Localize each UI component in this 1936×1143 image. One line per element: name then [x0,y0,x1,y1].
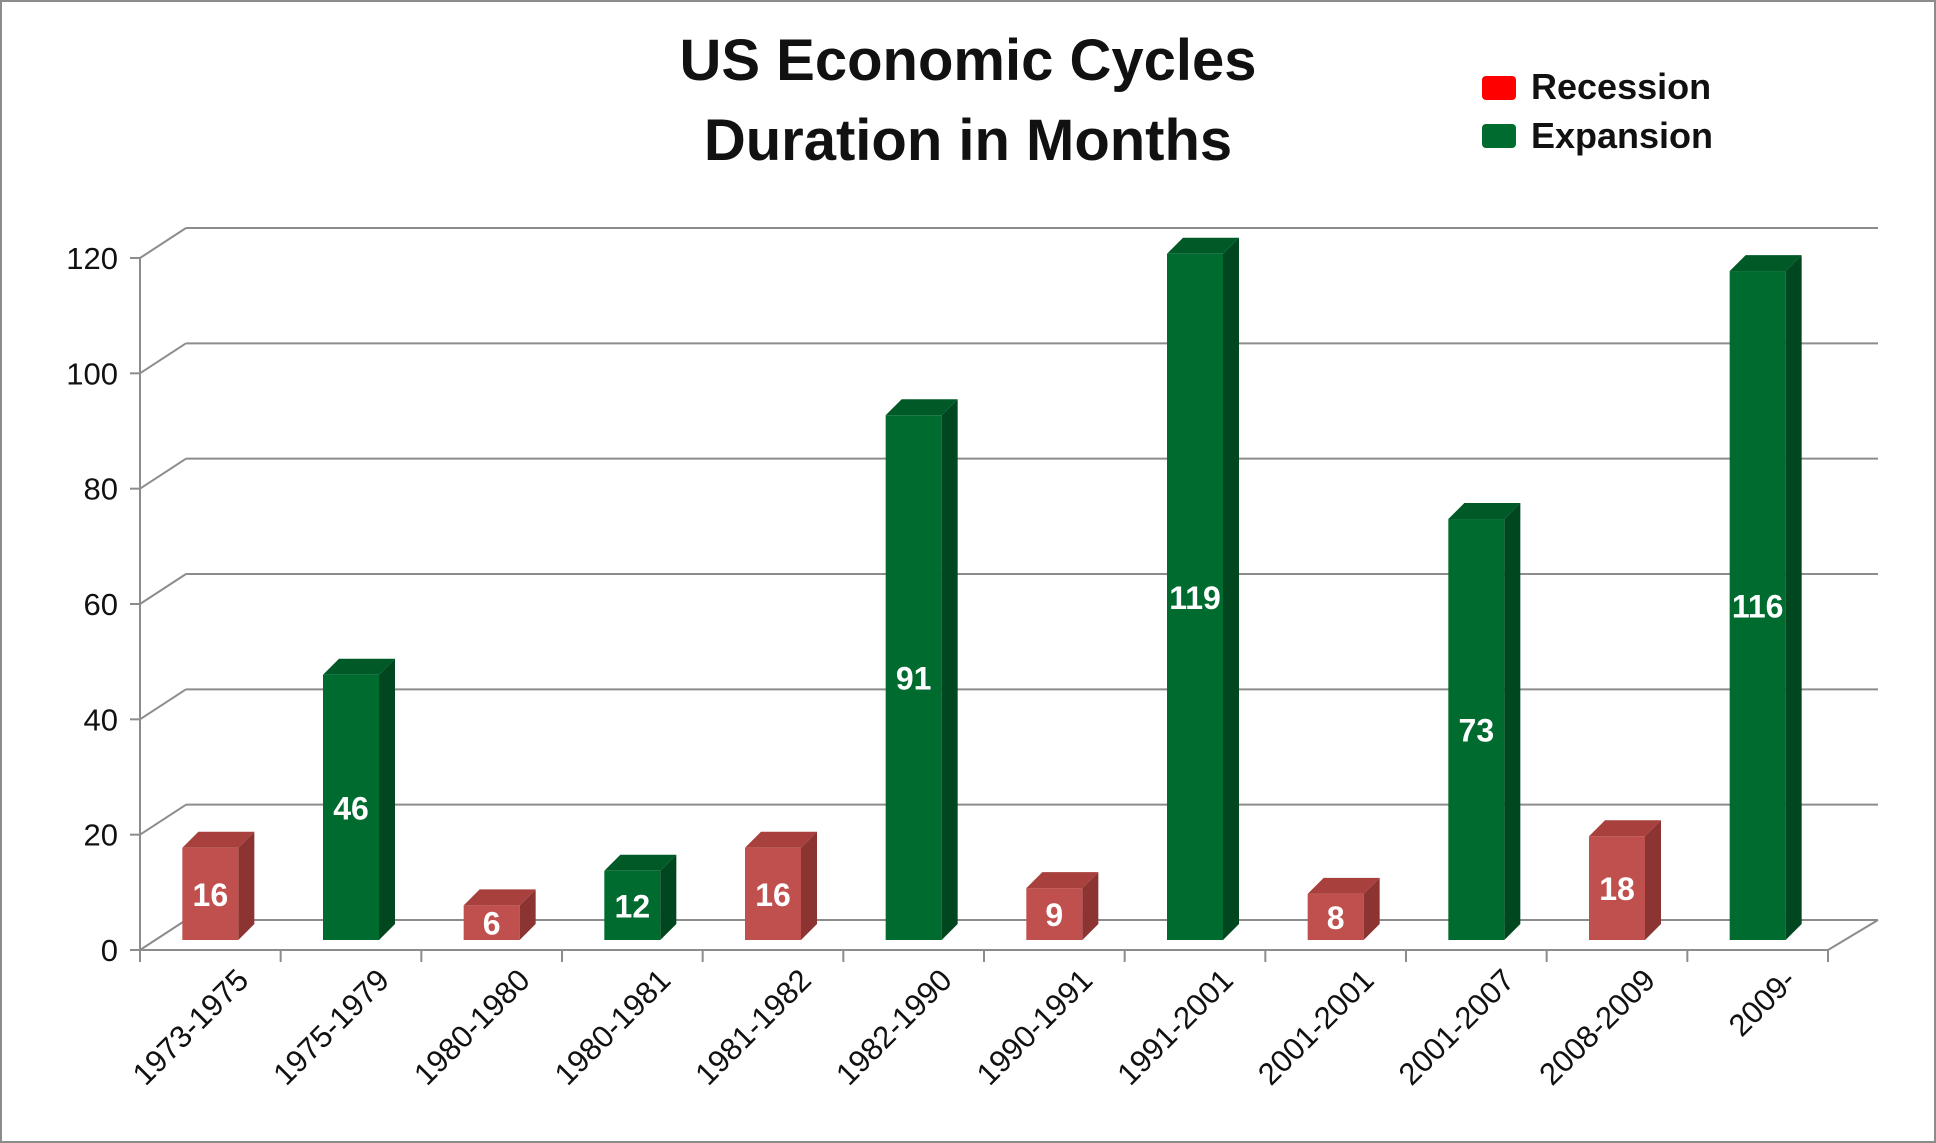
y-tick-label: 0 [101,933,118,968]
bar-side [1504,503,1521,940]
bar-1982-1990: 91 [885,399,958,940]
bar-2001-2001: 8 [1307,877,1380,940]
bar-side [801,831,817,940]
bar-front [1589,836,1645,940]
bar-top [1167,237,1239,254]
bar-1980-1980: 6 [463,889,536,942]
bar-side [379,658,395,940]
bar-value-label: 9 [1045,897,1063,933]
bar-side [238,831,255,940]
bar-2008-2009: 18 [1589,820,1661,940]
bar-top [885,399,958,416]
bar-1980-1981: 12 [604,854,677,940]
floor-edge [1827,919,1879,951]
bar-front [1729,271,1786,941]
legend-label-recession: Recession [1531,66,1711,107]
gridline-side [139,919,187,951]
bar-front [1448,519,1505,940]
y-tick-label: 80 [84,472,118,507]
bar-value-label: 116 [1732,589,1784,625]
gridline-side [139,803,187,836]
bar-top [1729,255,1802,272]
bar-value-label: 91 [896,661,932,697]
legend-swatch-recession [1482,76,1516,100]
bar-side [1645,820,1661,940]
bar-value-label: 73 [1459,713,1495,749]
bar-2009-: 116 [1729,255,1802,941]
bar-front [745,847,801,940]
bar-front [1307,893,1364,940]
y-tick-label: 20 [84,818,118,853]
bar-top [1307,877,1380,894]
bar-front [182,847,239,940]
bar-top [1589,820,1661,837]
bar-front [885,415,942,940]
bar-2001-2007: 73 [1448,503,1521,940]
axes: 0 20 40 60 80 100 120 [66,241,1879,968]
bar-value-label: 119 [1169,580,1221,616]
bar-side [941,399,958,940]
bar-top [604,854,677,871]
bar-top [1026,872,1099,889]
bar-value-label: 18 [1599,871,1635,907]
bar-value-label: 6 [483,906,501,942]
bar-1975-1979: 46 [323,658,395,940]
y-tick-label: 120 [66,241,118,276]
bar-top [745,831,817,848]
bars: 16 46 6 12 16 91 9 119 8 73 18 116 [182,237,1802,942]
y-tick-label: 60 [84,587,118,622]
bar-top [463,889,536,906]
bar-1981-1982: 16 [745,831,817,940]
bar-side [1223,237,1239,940]
chart-title: US Economic Cycles [680,28,1257,93]
y-tick-label: 100 [66,356,118,391]
bar-value-label: 8 [1327,900,1345,936]
gridline-side [139,688,187,721]
bar-front [1026,888,1083,940]
bar-value-label: 16 [755,877,791,913]
bar-side [519,889,536,940]
bar-top [182,831,255,848]
gridline-side [139,227,187,259]
y-tick-label: 40 [84,702,118,737]
bar-top [1448,503,1521,520]
bar-value-label: 12 [615,888,651,924]
bar-front [323,674,379,940]
chart-subtitle: Duration in Months [704,108,1232,173]
bar-side [1363,877,1380,940]
bar-1990-1991: 9 [1026,872,1099,940]
gridline-side [139,573,187,605]
bar-side [1082,872,1099,940]
bar-value-label: 46 [333,790,369,826]
legend: Recession Expansion [1482,66,1713,156]
bar-front [604,870,661,940]
bar-1973-1975: 16 [182,831,255,940]
legend-swatch-expansion [1482,124,1516,148]
bar-1991-2001: 119 [1167,237,1239,940]
gridline-side [139,457,187,490]
bar-front [463,905,520,940]
bar-side [660,854,677,940]
bar-top [323,658,395,675]
bar-side [1785,255,1802,941]
bar-front [1167,253,1223,940]
gridline-side [139,342,187,375]
legend-label-expansion: Expansion [1531,115,1713,156]
bar-value-label: 16 [193,877,229,913]
